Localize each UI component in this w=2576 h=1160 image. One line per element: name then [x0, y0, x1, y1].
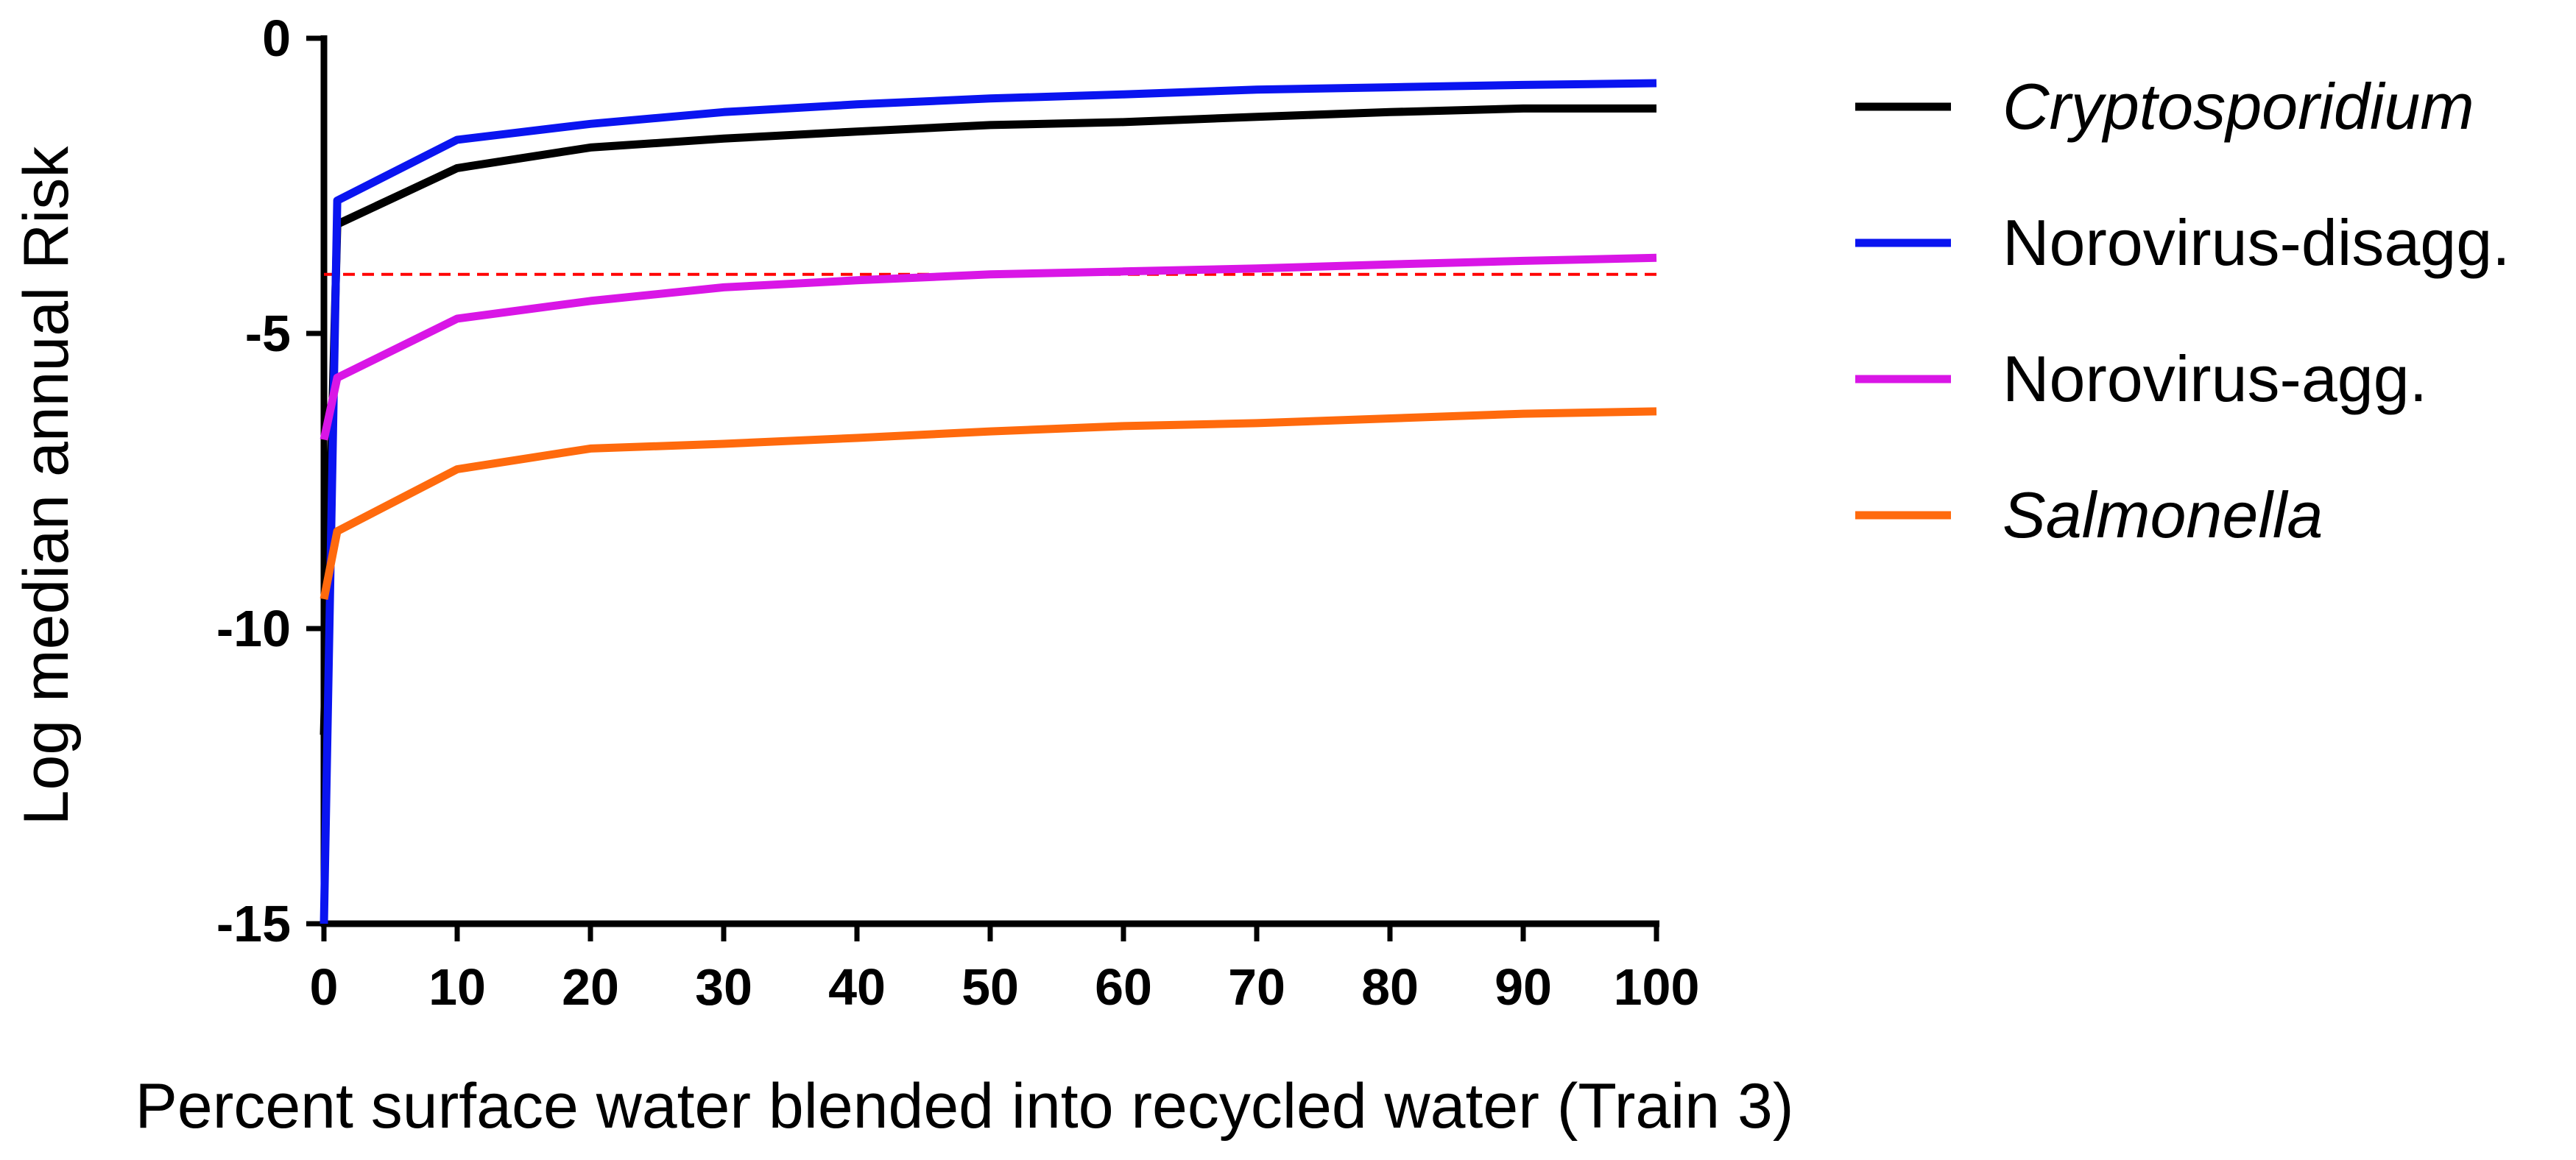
legend-label-norovirus-agg: Norovirus-agg. [2002, 342, 2427, 415]
x-tick-label: 10 [428, 958, 486, 1016]
x-tick-label: 0 [310, 958, 339, 1016]
series-lines [320, 79, 1657, 924]
x-tick-label: 70 [1228, 958, 1285, 1016]
y-axis-title: Log median annual Risk [11, 146, 82, 826]
x-tick-label: 30 [695, 958, 752, 1016]
legend: Cryptosporidium Norovirus-disagg. Noroviru… [1855, 70, 2510, 551]
axis-ticks: 0 10 20 30 40 50 60 70 80 90 100 0 -5 -10 -15 [216, 10, 1700, 1016]
x-tick-label: 40 [828, 958, 886, 1016]
x-tick-label: 50 [961, 958, 1019, 1016]
x-tick-label: 80 [1361, 958, 1419, 1016]
legend-label-norovirus-disagg: Norovirus-disagg. [2002, 206, 2510, 279]
x-axis-title: Percent surface water blended into recyc… [135, 1071, 1794, 1142]
series-line-salmonella [320, 407, 1657, 600]
y-tick-label: -10 [216, 600, 291, 657]
y-tick-label: -5 [245, 305, 291, 362]
y-tick-label: 0 [262, 10, 291, 67]
series-line-norovirus-disagg [320, 79, 1657, 924]
legend-label-salmonella: Salmonella [2002, 478, 2323, 551]
legend-label-cryptosporidium: Cryptosporidium [2002, 70, 2474, 143]
x-tick-label: 60 [1095, 958, 1152, 1016]
axes [320, 35, 1659, 927]
x-tick-label: 90 [1495, 958, 1552, 1016]
x-tick-label: 20 [562, 958, 619, 1016]
series-line-norovirus-agg [320, 253, 1657, 441]
y-tick-label: -15 [216, 895, 291, 952]
series-line-cryptosporidium [320, 104, 1656, 735]
x-tick-label: 100 [1614, 958, 1700, 1016]
